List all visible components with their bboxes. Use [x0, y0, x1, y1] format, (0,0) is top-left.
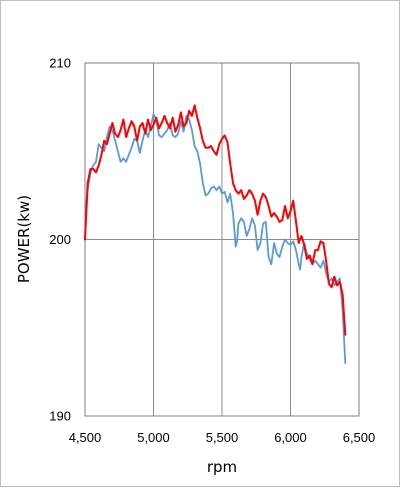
y-tick-label: 200	[49, 232, 71, 247]
y-axis-label: POWER(kw)	[15, 195, 33, 283]
y-tick-labels: 190 200 210	[49, 56, 71, 424]
x-tick-labels: 4,500 5,000 5,500 6,000 6,500	[69, 430, 376, 445]
series-line-2	[84, 104, 347, 336]
gridlines	[85, 63, 359, 416]
x-axis-label: rpm	[207, 458, 237, 476]
x-tick-label: 6,500	[343, 430, 376, 445]
x-tick-label: 5,500	[206, 430, 239, 445]
series-group	[84, 104, 347, 364]
x-tick-label: 4,500	[69, 430, 102, 445]
x-tick-label: 5,000	[137, 430, 170, 445]
y-tick-label: 190	[49, 409, 71, 424]
y-tick-label: 210	[49, 56, 71, 71]
x-tick-label: 6,000	[274, 430, 307, 445]
series-line-1	[84, 113, 347, 364]
